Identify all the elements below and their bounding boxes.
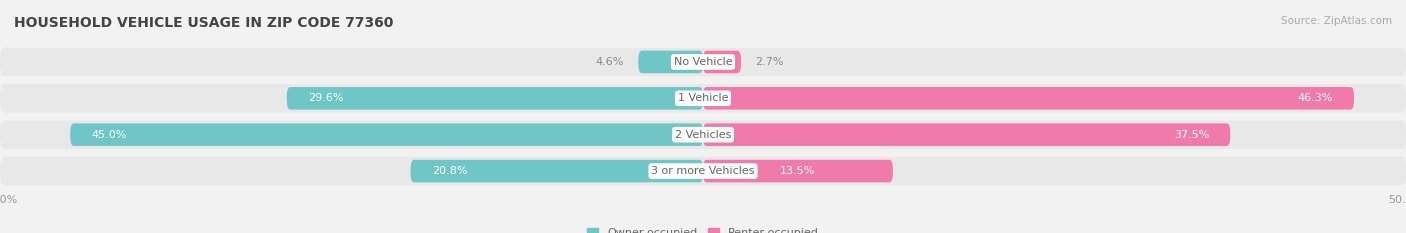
Text: 2 Vehicles: 2 Vehicles: [675, 130, 731, 140]
FancyBboxPatch shape: [0, 157, 1406, 185]
FancyBboxPatch shape: [703, 160, 893, 182]
FancyBboxPatch shape: [703, 51, 741, 73]
Text: 37.5%: 37.5%: [1174, 130, 1209, 140]
Text: 2.7%: 2.7%: [755, 57, 783, 67]
Text: 46.3%: 46.3%: [1298, 93, 1333, 103]
FancyBboxPatch shape: [0, 48, 1406, 76]
Text: 45.0%: 45.0%: [91, 130, 127, 140]
FancyBboxPatch shape: [638, 51, 703, 73]
FancyBboxPatch shape: [703, 123, 1230, 146]
FancyBboxPatch shape: [0, 84, 1406, 113]
FancyBboxPatch shape: [70, 123, 703, 146]
FancyBboxPatch shape: [0, 120, 1406, 149]
FancyBboxPatch shape: [703, 87, 1354, 110]
Text: No Vehicle: No Vehicle: [673, 57, 733, 67]
Text: 3 or more Vehicles: 3 or more Vehicles: [651, 166, 755, 176]
Text: 4.6%: 4.6%: [596, 57, 624, 67]
FancyBboxPatch shape: [287, 87, 703, 110]
Text: 13.5%: 13.5%: [780, 166, 815, 176]
Text: Source: ZipAtlas.com: Source: ZipAtlas.com: [1281, 16, 1392, 26]
Legend: Owner-occupied, Renter-occupied: Owner-occupied, Renter-occupied: [586, 228, 820, 233]
Text: 29.6%: 29.6%: [308, 93, 343, 103]
Text: HOUSEHOLD VEHICLE USAGE IN ZIP CODE 77360: HOUSEHOLD VEHICLE USAGE IN ZIP CODE 7736…: [14, 16, 394, 30]
FancyBboxPatch shape: [411, 160, 703, 182]
Text: 1 Vehicle: 1 Vehicle: [678, 93, 728, 103]
Text: 20.8%: 20.8%: [432, 166, 467, 176]
